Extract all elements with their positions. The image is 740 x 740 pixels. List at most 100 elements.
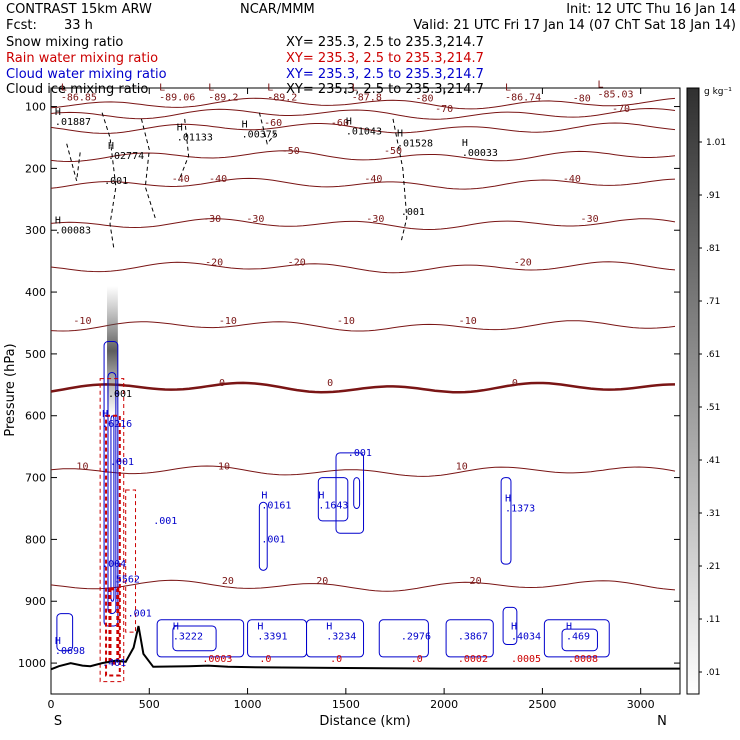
forecast-hour: 33 h — [64, 18, 93, 33]
extremum-marker: H — [397, 129, 403, 140]
extremum-value: .001 — [104, 176, 128, 187]
extremum-value: .1643 — [318, 500, 348, 511]
extremum-value: .00083 — [55, 225, 91, 236]
temp-contour-label: -40 — [209, 174, 227, 185]
temp-contour-label: -30 — [246, 214, 264, 225]
x-tick-label: 0 — [48, 698, 55, 711]
temp-contour-label: 10 — [456, 461, 468, 472]
cloud-water-contour — [110, 415, 115, 602]
extremum-value: .0008 — [568, 654, 598, 665]
cloud-water-contour — [500, 477, 512, 565]
temp-contour-label: 0 — [512, 378, 518, 389]
extremum-marker: H — [55, 215, 61, 226]
x-tick-label: 2000 — [430, 698, 458, 711]
temp-contour-line — [50, 579, 676, 592]
ice-contour-line — [66, 143, 81, 181]
extremum-marker: L — [597, 79, 603, 90]
extremum-marker: H — [257, 622, 263, 633]
endpoint-left: S — [54, 714, 62, 729]
temp-contour-label: -60 — [331, 118, 349, 129]
colorbar-tick-label: .71 — [706, 297, 720, 307]
temp-contour-label: -70 — [612, 104, 630, 115]
extremum-value: -87.8 — [352, 92, 382, 103]
cloud-water-contour — [335, 452, 365, 534]
colorbar-tick-label: .61 — [706, 350, 720, 360]
extremum-value: 5562 — [116, 575, 140, 586]
temp-contour-label: -40 — [172, 174, 190, 185]
rain-water-contours — [99, 378, 137, 683]
extremum-value: .001 — [153, 516, 177, 527]
extremum-marker: H — [505, 494, 511, 505]
x-tick-label: 3000 — [627, 698, 655, 711]
colorbar-tick-label: .41 — [706, 456, 720, 466]
cloud-water-contour — [353, 477, 361, 509]
cloud-water-contour — [306, 619, 365, 658]
y-tick-label: 800 — [25, 533, 46, 546]
temp-contour-label: 10 — [76, 461, 88, 472]
cloud-ice-contours — [66, 112, 408, 249]
y-tick-label: 700 — [25, 472, 46, 485]
snow-shading — [107, 285, 118, 416]
x-tick-label: 2500 — [528, 698, 556, 711]
model-title: CONTRAST 15km ARW — [6, 2, 152, 17]
extremum-value: .01887 — [55, 117, 91, 128]
temp-contour-label: -10 — [219, 316, 237, 327]
x-tick-label: 1500 — [332, 698, 360, 711]
rain-contour — [125, 489, 137, 633]
extremum-marker: L — [352, 82, 358, 93]
colorbar-unit: g kg⁻¹ — [704, 87, 732, 97]
ice-contour-line — [258, 112, 278, 145]
colorbar-tick-label: .31 — [706, 509, 720, 519]
colorbar-tick-label: .91 — [706, 191, 720, 201]
cloud-water-contour — [543, 619, 610, 658]
temp-contour-label: -20 — [514, 257, 532, 268]
extremum-marker: H — [55, 636, 61, 647]
temp-contour-line — [50, 465, 676, 477]
extremum-marker: L — [208, 82, 214, 93]
extremum-value: .3867 — [458, 632, 488, 643]
temp-contour-label: -10 — [459, 316, 477, 327]
extremum-value: -89.2 — [208, 92, 238, 103]
field-name-snow: Snow mixing ratio — [6, 35, 123, 50]
extremum-value: -85.03 — [597, 89, 633, 100]
extremum-value: -89.2 — [267, 92, 297, 103]
temp-contour-line — [50, 107, 676, 120]
extremum-value: .3222 — [173, 632, 203, 643]
snow-shading-area — [107, 285, 118, 416]
ice-contour-line — [178, 118, 190, 181]
init-time: Init: 12 UTC Thu 16 Jan 14 — [566, 2, 736, 17]
extremum-marker: L — [505, 82, 511, 93]
temp-contour-label: -80 — [573, 93, 591, 104]
y-axis-title: Pressure (hPa) — [3, 343, 18, 436]
temp-contour-label: -20 — [288, 257, 306, 268]
temp-contour-label: 0 — [219, 378, 225, 389]
temp-contour-label: -30 — [366, 214, 384, 225]
extremum-value: .001 — [108, 389, 132, 400]
temp-contour-label: -10 — [73, 316, 91, 327]
extremum-value: .3391 — [257, 632, 287, 643]
extremum-value: .6216 — [102, 419, 132, 430]
extremum-marker: L — [267, 82, 273, 93]
temp-contour-label: -20 — [205, 257, 223, 268]
field-xy-snow: XY= 235.3, 2.5 to 235.3,214.7 — [286, 35, 484, 50]
extremum-value: .469 — [566, 632, 590, 643]
extremum-marker: L — [61, 82, 67, 93]
ice-contour-line — [101, 112, 117, 249]
extremum-value: .00375 — [242, 129, 278, 140]
ice-contour-line — [392, 118, 408, 243]
extremum-value: .4034 — [511, 632, 541, 643]
colorbar-tick-label: .01 — [706, 668, 720, 678]
field-name-cloud-water: Cloud water mixing ratio — [6, 67, 167, 82]
colorbar-tick-label: .11 — [706, 615, 720, 625]
extremum-value: .3234 — [326, 632, 356, 643]
cloud-water-contour — [56, 613, 74, 652]
cloud-water-contour — [561, 628, 598, 652]
org-label: NCAR/MMM — [240, 2, 315, 17]
extremum-value: .01133 — [177, 133, 213, 144]
temp-contour-label: -30 — [581, 214, 599, 225]
temp-contour-line — [50, 97, 676, 110]
cloud-water-contour — [502, 606, 518, 646]
cloud-water-contour — [317, 477, 349, 522]
temp-contour-label: -50 — [384, 146, 402, 157]
